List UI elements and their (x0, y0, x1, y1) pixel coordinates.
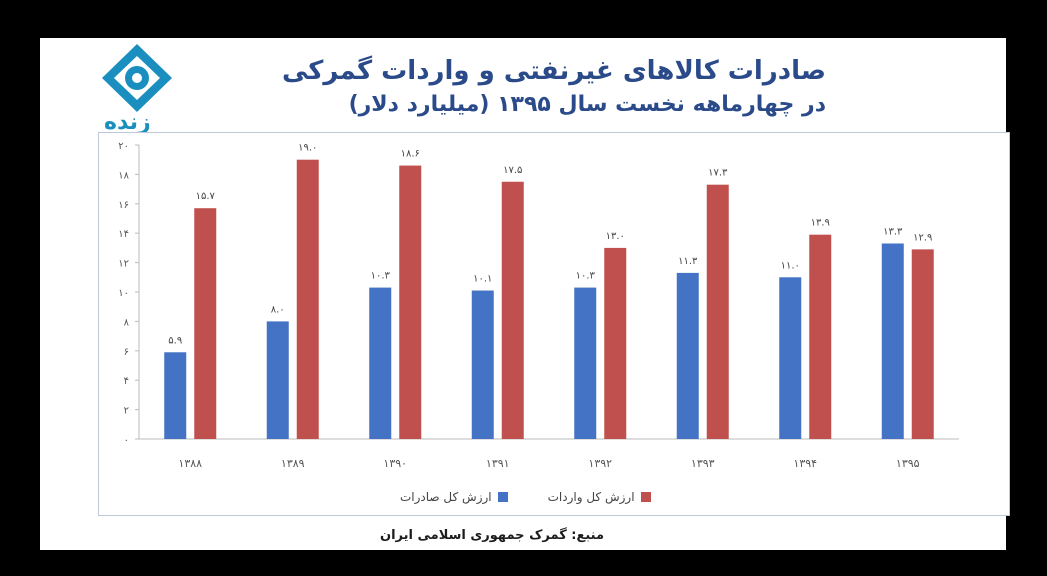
bar-imports (809, 234, 832, 439)
source-note: منبع: گمرک جمهوری اسلامی ایران (380, 528, 605, 543)
channel-logo-icon (102, 44, 172, 112)
bar-exports (676, 272, 699, 439)
x-tick-label: ۱۳۹۰ (383, 457, 407, 470)
bar-exports (471, 290, 494, 439)
bar-imports (604, 247, 627, 439)
tv-screen: زنده صادرات کالاهای غیرنفتی و واردات گمر… (40, 38, 1010, 550)
bar-imports (194, 208, 217, 439)
bar-exports (369, 287, 392, 439)
bar-imports (501, 181, 524, 439)
data-label-exports: ۱۱.۳ (678, 256, 698, 267)
chart-legend: ارزش کل واردات ارزش کل صادرات (400, 490, 651, 504)
legend-label-imports: ارزش کل واردات (547, 490, 635, 504)
data-label-imports: ۱۸.۶ (401, 149, 420, 160)
x-tick-label: ۱۳۸۹ (281, 457, 305, 470)
bar-chart: ۰ ۲ ۴ ۶ ۸ ۱۰ ۱۲ ۱۴ ۱۶ ۱۸ ۲۰ ۵.۹ ۱۵.۷ ۱۳۸۸ ۸.۰ ۱۹.۰ ۱۳۸۹ ۱… (118, 141, 959, 470)
bar-exports (164, 352, 187, 439)
y-tick-label: ۰ (124, 435, 129, 446)
y-tick-label: ۱۰ (118, 288, 129, 299)
data-label-imports: ۱۵.۷ (196, 191, 216, 202)
legend-swatch-exports (497, 492, 508, 502)
x-tick-label: ۱۳۹۵ (896, 457, 920, 470)
chart-frame: ۰ ۲ ۴ ۶ ۸ ۱۰ ۱۲ ۱۴ ۱۶ ۱۸ ۲۰ ۵.۹ ۱۵.۷ ۱۳۸۸ ۸.۰ ۱۹.۰ ۱۳۸۹ ۱… (98, 132, 1010, 516)
chart-title-line2: در چهارماهه نخست سال ۱۳۹۵ (میلیارد دلار) (348, 92, 826, 117)
legend-label-exports: ارزش کل صادرات (400, 490, 492, 504)
data-label-exports: ۵.۹ (168, 335, 182, 346)
x-tick-label: ۱۳۹۴ (793, 457, 817, 470)
y-tick-label: ۲۰ (118, 141, 129, 152)
data-label-imports: ۱۳.۰ (606, 231, 625, 242)
data-label-imports: ۱۹.۰ (298, 143, 317, 154)
bar-imports (706, 184, 729, 439)
x-tick-label: ۱۳۹۳ (691, 457, 715, 470)
bar-exports (779, 277, 802, 439)
channel-logo-text: زنده (104, 110, 151, 135)
bar-imports (911, 249, 934, 439)
y-tick-label: ۴ (124, 376, 129, 387)
chart-title-line1: صادرات کالاهای غیرنفتی و واردات گمرکی (281, 56, 826, 86)
y-tick-label: ۲ (124, 406, 129, 417)
data-label-exports: ۱۰.۱ (473, 274, 492, 285)
chart-title: صادرات کالاهای غیرنفتی و واردات گمرکی در… (282, 54, 826, 122)
legend-item-imports: ارزش کل واردات (548, 490, 651, 504)
x-tick-label: ۱۳۹۱ (486, 457, 510, 470)
data-label-imports: ۱۳.۹ (811, 218, 830, 229)
data-label-exports: ۱۳.۳ (883, 226, 903, 237)
data-label-exports: ۱۱.۰ (781, 260, 800, 271)
data-label-imports: ۱۷.۵ (503, 165, 522, 176)
data-label-imports: ۱۷.۳ (708, 168, 728, 179)
y-tick-label: ۸ (124, 317, 130, 328)
y-tick-label: ۱۸ (118, 170, 129, 181)
data-label-imports: ۱۲.۹ (913, 232, 932, 243)
y-tick-label: ۱۲ (118, 259, 129, 270)
bar-imports (399, 165, 422, 439)
data-label-exports: ۸.۰ (271, 304, 285, 315)
bar-exports (881, 243, 904, 439)
data-label-exports: ۱۰.۳ (576, 271, 596, 282)
bar-exports (574, 287, 597, 439)
y-tick-label: ۱۴ (118, 229, 129, 240)
x-tick-label: ۱۳۹۲ (588, 457, 612, 470)
bar-imports (296, 159, 319, 439)
bar-exports (266, 321, 289, 439)
legend-item-exports: ارزش کل صادرات (400, 490, 508, 504)
y-tick-label: ۶ (124, 347, 129, 358)
legend-swatch-imports (640, 492, 651, 502)
y-tick-label: ۱۶ (118, 200, 129, 211)
x-tick-label: ۱۳۸۸ (178, 457, 202, 470)
data-label-exports: ۱۰.۳ (371, 271, 391, 282)
